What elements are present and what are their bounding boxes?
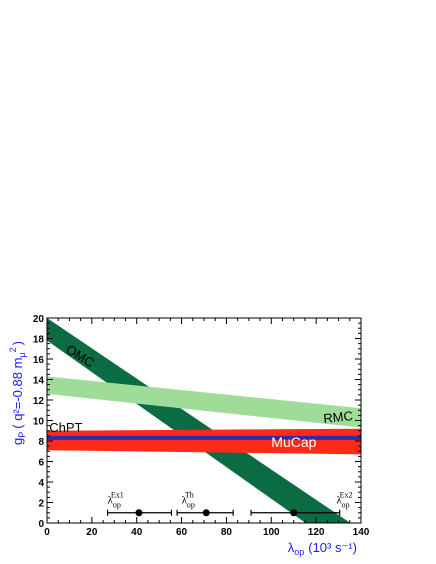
y-axis-title-arg-sup: 2 <box>8 347 18 352</box>
x-axis-title-main: λ <box>288 540 295 555</box>
y-axis-title-sub: P <box>17 432 27 438</box>
y-tick-label: 6 <box>38 458 44 469</box>
x-tick-label: 100 <box>263 527 280 538</box>
y-axis-title-arg-sub: μ <box>17 352 27 357</box>
x-tick-label: 120 <box>308 527 325 538</box>
y-axis-title-main: g <box>10 438 25 445</box>
x-tick-label: 20 <box>86 527 98 538</box>
y-tick-label: 20 <box>33 314 45 325</box>
y-axis-title-close: ) <box>10 341 25 345</box>
y-tick-label: 8 <box>38 437 44 448</box>
y-axis-title-arg: ( q²=-0.88 m <box>10 358 25 429</box>
point-label: λopTh <box>182 491 195 510</box>
y-tick-label: 0 <box>38 519 44 530</box>
x-tick-label: 60 <box>176 527 188 538</box>
y-axis-title: gP ( q²=-0.88 mμ2) <box>8 341 27 445</box>
ticks-layer: 0 20 40 60 80 100 120 140 0 2 4 6 8 10 12 14 16 18 20 <box>33 314 370 538</box>
data-point <box>290 509 298 517</box>
band-label-rmc: RMC <box>323 408 354 426</box>
x-tick-label: 140 <box>353 527 370 538</box>
bands-layer <box>47 318 361 523</box>
point-label: λopEx2 <box>336 491 352 510</box>
x-tick-label: 0 <box>44 527 50 538</box>
point-label: λopEx1 <box>108 491 124 510</box>
y-tick-label: 4 <box>38 478 44 489</box>
y-tick-label: 16 <box>33 355 45 366</box>
band-mucap <box>47 428 361 455</box>
x-tick-label: 40 <box>131 527 143 538</box>
y-tick-label: 12 <box>33 396 45 407</box>
x-axis-title-sub: op <box>294 547 304 557</box>
band-label-chpt: ChPT <box>49 420 82 435</box>
band-rmc <box>47 376 361 428</box>
x-axis-title: λop (10³ s⁻¹) <box>288 540 357 557</box>
y-tick-label: 14 <box>33 376 45 387</box>
x-tick-label: 80 <box>221 527 233 538</box>
data-point <box>202 509 210 517</box>
x-axis-title-units: (10³ s⁻¹) <box>308 540 357 555</box>
band-omc <box>47 318 351 523</box>
points-layer: λopEx1 λopTh λopEx2 <box>106 491 353 517</box>
y-tick-label: 2 <box>38 499 44 510</box>
data-point <box>135 509 143 517</box>
band-label-mucap: MuCap <box>271 434 316 450</box>
y-tick-label: 18 <box>33 335 45 346</box>
y-tick-label: 10 <box>33 417 45 428</box>
